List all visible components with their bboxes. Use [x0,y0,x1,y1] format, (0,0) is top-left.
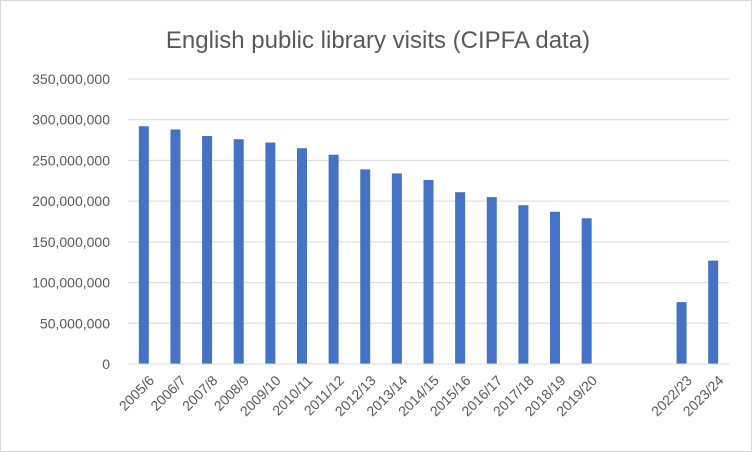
bar [518,205,529,364]
y-tick-label: 150,000,000 [32,234,110,250]
bar [202,136,213,364]
bar [676,302,687,364]
bars [138,126,719,364]
bar [708,260,719,364]
chart-title: English public library visits (CIPFA dat… [166,27,590,54]
y-tick-label: 250,000,000 [32,152,110,168]
bar [455,192,466,364]
bar [296,148,307,364]
y-axis-ticks: 0 50,000,000 100,000,000 150,000,000 200,000… [32,71,110,372]
y-tick-label: 50,000,000 [40,315,110,331]
y-tick-label: 0 [102,356,110,372]
bar [170,129,181,364]
bar [391,173,402,364]
bar [486,197,497,364]
bar [265,142,276,364]
y-tick-label: 350,000,000 [32,71,110,87]
y-tick-label: 200,000,000 [32,193,110,209]
bar [360,169,371,364]
y-tick-label: 300,000,000 [32,112,110,128]
x-axis-ticks: 2005/62006/72007/82008/92009/102010/1120… [116,372,727,419]
y-tick-label: 100,000,000 [32,275,110,291]
bar [423,179,434,364]
bar [328,154,339,364]
bar [233,139,244,364]
bar [550,211,561,364]
bar [581,218,592,364]
bar [138,126,149,364]
